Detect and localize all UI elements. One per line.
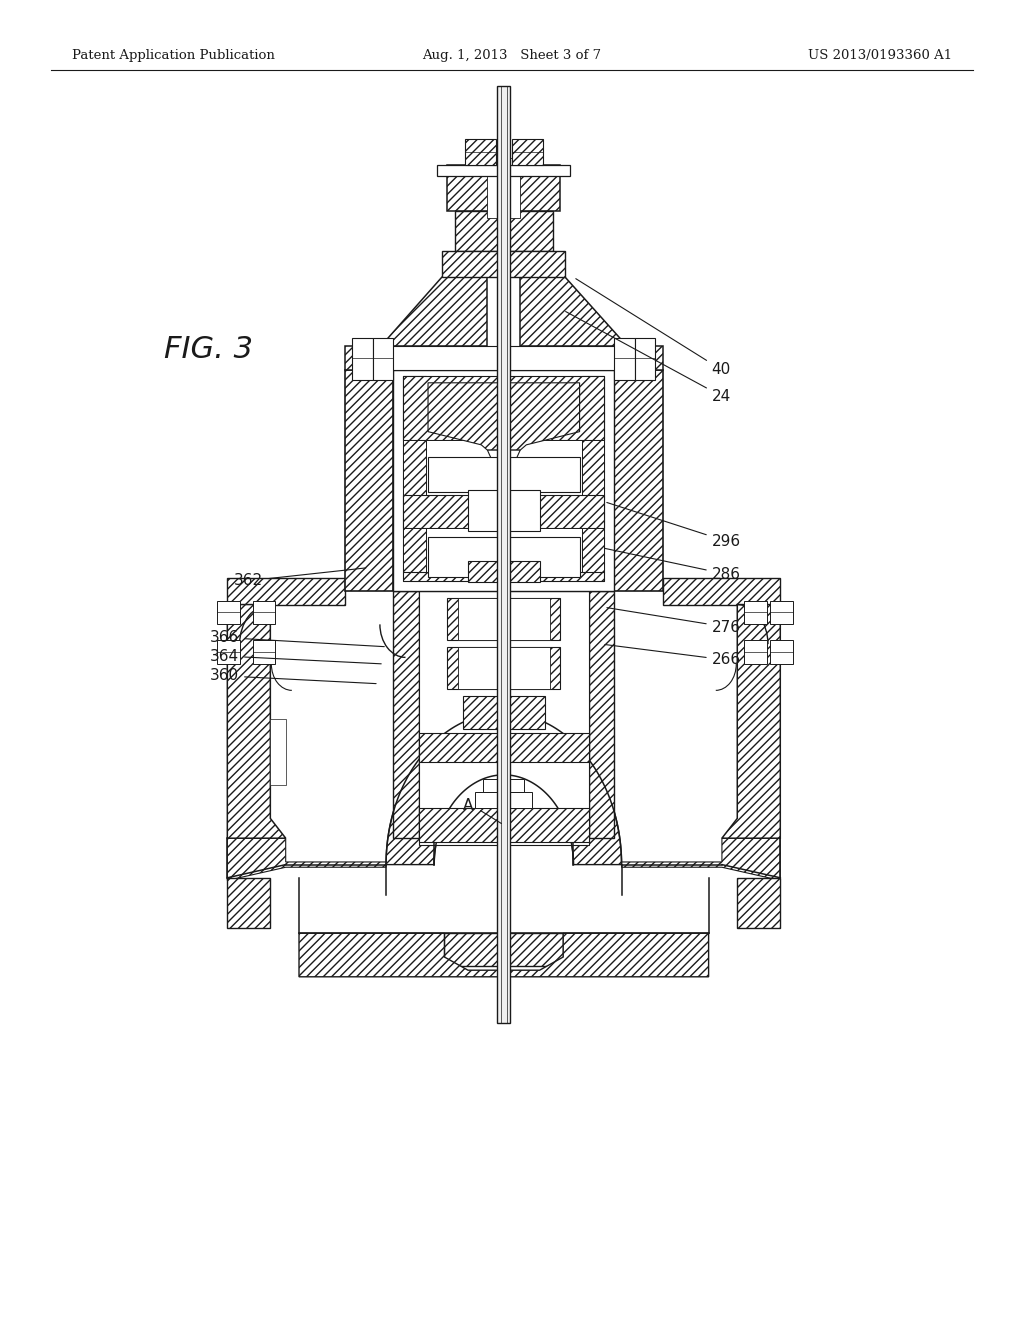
Bar [437, 165, 570, 176]
Polygon shape [465, 139, 496, 165]
Polygon shape [419, 733, 589, 762]
Bar [614, 338, 635, 380]
Bar [498, 86, 510, 1023]
Bar [253, 601, 275, 624]
Polygon shape [447, 647, 560, 689]
Polygon shape [345, 346, 381, 370]
Polygon shape [299, 933, 709, 977]
Text: 24: 24 [565, 312, 731, 404]
Bar [770, 601, 793, 624]
Polygon shape [463, 696, 545, 729]
Bar [217, 640, 240, 664]
Polygon shape [447, 598, 560, 640]
Bar [373, 338, 393, 380]
Bar [770, 640, 793, 664]
Bar [468, 490, 540, 531]
Bar [475, 792, 532, 808]
Bar [270, 719, 286, 785]
Polygon shape [622, 838, 780, 880]
Text: Aug. 1, 2013   Sheet 3 of 7: Aug. 1, 2013 Sheet 3 of 7 [423, 49, 601, 62]
Bar [744, 601, 767, 624]
Bar [352, 338, 373, 380]
Bar [458, 598, 550, 640]
Polygon shape [627, 346, 663, 370]
Polygon shape [582, 528, 604, 581]
Polygon shape [428, 383, 580, 450]
Text: 360: 360 [210, 668, 376, 684]
Text: 362: 362 [233, 568, 366, 589]
Polygon shape [722, 605, 780, 838]
Text: 266: 266 [605, 644, 740, 668]
Polygon shape [520, 277, 627, 346]
Polygon shape [582, 440, 604, 495]
Polygon shape [403, 376, 426, 572]
Bar [744, 640, 767, 664]
Bar [483, 779, 524, 792]
Text: Patent Application Publication: Patent Application Publication [72, 49, 274, 62]
Polygon shape [227, 838, 386, 880]
Bar [403, 376, 604, 440]
Text: 276: 276 [607, 607, 740, 635]
Bar [428, 537, 580, 577]
Polygon shape [487, 450, 520, 475]
Bar [635, 338, 655, 380]
Bar [419, 591, 589, 845]
Bar [487, 158, 520, 218]
Bar [426, 528, 582, 581]
Bar [458, 647, 550, 689]
Bar [217, 601, 240, 624]
Bar [444, 933, 563, 966]
Polygon shape [227, 578, 345, 605]
Text: 364: 364 [210, 648, 381, 664]
Text: US 2013/0193360 A1: US 2013/0193360 A1 [808, 49, 952, 62]
Polygon shape [663, 578, 780, 605]
Text: FIG. 3: FIG. 3 [164, 335, 253, 364]
Polygon shape [403, 528, 426, 581]
Polygon shape [455, 211, 553, 251]
Text: 40: 40 [575, 279, 731, 378]
Polygon shape [614, 370, 663, 591]
Bar [468, 561, 540, 582]
Polygon shape [227, 878, 270, 928]
Polygon shape [442, 251, 565, 277]
Bar [426, 440, 582, 495]
Text: 296: 296 [607, 503, 740, 549]
Polygon shape [227, 605, 286, 838]
Polygon shape [512, 139, 543, 165]
Polygon shape [381, 277, 487, 346]
Bar [403, 572, 604, 581]
Polygon shape [447, 165, 560, 211]
Bar [419, 808, 589, 842]
Text: A: A [463, 797, 473, 813]
Polygon shape [737, 878, 780, 928]
Text: 366: 366 [210, 630, 384, 647]
Polygon shape [589, 591, 614, 838]
Polygon shape [386, 713, 622, 865]
Polygon shape [582, 376, 604, 572]
Bar [393, 370, 614, 591]
Bar [403, 495, 604, 528]
Polygon shape [345, 370, 393, 591]
Text: 286: 286 [605, 548, 740, 582]
Polygon shape [393, 591, 419, 838]
Bar [253, 640, 275, 664]
Polygon shape [403, 440, 426, 495]
Bar [381, 346, 627, 370]
Bar [428, 457, 580, 492]
